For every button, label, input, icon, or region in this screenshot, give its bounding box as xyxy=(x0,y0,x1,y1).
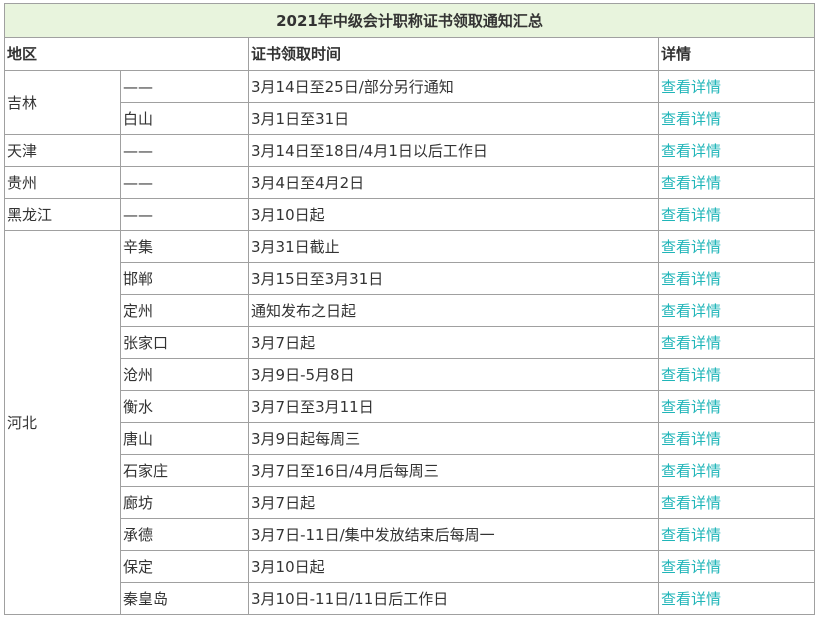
detail-cell: 查看详情 xyxy=(658,358,815,391)
detail-cell: 查看详情 xyxy=(658,422,815,455)
city-cell: 衡水 xyxy=(120,390,249,423)
table-row: 秦皇岛 3月10日-11日/11日后工作日 查看详情 xyxy=(5,582,815,615)
notice-table-container: 2021年中级会计职称证书领取通知汇总 地区 证书领取时间 详情 吉林 —— 3月1… xyxy=(4,3,815,615)
table-row: 廊坊 3月7日起 查看详情 xyxy=(5,486,815,519)
table-row: 定州 通知发布之日起 查看详情 xyxy=(5,294,815,327)
detail-cell: 查看详情 xyxy=(658,198,815,231)
header-detail: 详情 xyxy=(658,37,815,71)
detail-cell: 查看详情 xyxy=(658,134,815,167)
time-cell: 3月7日至16日/4月后每周三 xyxy=(248,454,659,487)
table-body: 2021年中级会计职称证书领取通知汇总 地区 证书领取时间 详情 吉林 —— 3月1… xyxy=(4,3,815,615)
certificate-notice-table: 2021年中级会计职称证书领取通知汇总 地区 证书领取时间 详情 吉林 —— 3月1… xyxy=(4,3,815,615)
time-cell: 3月7日-11日/集中发放结束后每周一 xyxy=(248,518,659,551)
city-cell: —— xyxy=(120,166,249,199)
view-details-link[interactable]: 查看详情 xyxy=(661,397,722,416)
header-time: 证书领取时间 xyxy=(248,37,659,71)
time-cell: 通知发布之日起 xyxy=(248,294,659,327)
table-row: 张家口 3月7日起 查看详情 xyxy=(5,326,815,359)
time-cell: 3月15日至3月31日 xyxy=(248,262,659,295)
city-cell: 白山 xyxy=(120,102,249,135)
table-row: 石家庄 3月7日至16日/4月后每周三 查看详情 xyxy=(5,454,815,487)
detail-cell: 查看详情 xyxy=(658,166,815,199)
city-cell: 定州 xyxy=(120,294,249,327)
detail-cell: 查看详情 xyxy=(658,390,815,423)
table-title: 2021年中级会计职称证书领取通知汇总 xyxy=(4,3,815,38)
city-cell: 承德 xyxy=(120,518,249,551)
time-cell: 3月7日至3月11日 xyxy=(248,390,659,423)
detail-cell: 查看详情 xyxy=(658,454,815,487)
detail-cell: 查看详情 xyxy=(658,550,815,583)
table-row: 邯郸 3月15日至3月31日 查看详情 xyxy=(5,262,815,295)
city-cell: 辛集 xyxy=(120,230,249,263)
city-cell: 石家庄 xyxy=(120,454,249,487)
view-details-link[interactable]: 查看详情 xyxy=(661,493,722,512)
view-details-link[interactable]: 查看详情 xyxy=(661,589,722,608)
view-details-link[interactable]: 查看详情 xyxy=(661,237,722,256)
detail-cell: 查看详情 xyxy=(658,326,815,359)
city-cell: 保定 xyxy=(120,550,249,583)
table-row: 衡水 3月7日至3月11日 查看详情 xyxy=(5,390,815,423)
view-details-link[interactable]: 查看详情 xyxy=(661,173,722,192)
province-cell: 河北 xyxy=(4,230,121,615)
header-region: 地区 xyxy=(4,37,249,71)
table-row: 吉林 —— 3月14日至25日/部分另行通知 查看详情 xyxy=(4,70,815,135)
view-details-link[interactable]: 查看详情 xyxy=(661,333,722,352)
table-row: 贵州 —— 3月4日至4月2日 查看详情 xyxy=(4,166,815,199)
time-cell: 3月10日起 xyxy=(248,550,659,583)
city-cell: —— xyxy=(120,134,249,167)
view-details-link[interactable]: 查看详情 xyxy=(661,77,722,96)
time-cell: 3月9日起每周三 xyxy=(248,422,659,455)
header-row: 地区 证书领取时间 详情 xyxy=(4,37,815,71)
table-row: 黑龙江 —— 3月10日起 查看详情 xyxy=(4,198,815,231)
view-details-link[interactable]: 查看详情 xyxy=(661,525,722,544)
detail-cell: 查看详情 xyxy=(658,294,815,327)
city-cell: 秦皇岛 xyxy=(120,582,249,615)
province-cell: 吉林 xyxy=(4,70,121,135)
detail-cell: 查看详情 xyxy=(658,518,815,551)
city-cell: 沧州 xyxy=(120,358,249,391)
view-details-link[interactable]: 查看详情 xyxy=(661,109,722,128)
view-details-link[interactable]: 查看详情 xyxy=(661,429,722,448)
time-cell: 3月31日截止 xyxy=(248,230,659,263)
table-row: 天津 —— 3月14日至18日/4月1日以后工作日 查看详情 xyxy=(4,134,815,167)
city-cell: 唐山 xyxy=(120,422,249,455)
table-row: 保定 3月10日起 查看详情 xyxy=(5,550,815,583)
city-cell: 邯郸 xyxy=(120,262,249,295)
view-details-link[interactable]: 查看详情 xyxy=(661,301,722,320)
detail-cell: 查看详情 xyxy=(658,486,815,519)
time-cell: 3月4日至4月2日 xyxy=(248,166,659,199)
table-row: 河北 辛集 3月31日截止 查看详情 xyxy=(4,230,815,615)
city-cell: 廊坊 xyxy=(120,486,249,519)
province-cell: 黑龙江 xyxy=(4,198,121,231)
title-row: 2021年中级会计职称证书领取通知汇总 xyxy=(4,3,815,38)
city-cell: —— xyxy=(120,198,249,231)
view-details-link[interactable]: 查看详情 xyxy=(661,205,722,224)
table-row: 唐山 3月9日起每周三 查看详情 xyxy=(5,422,815,455)
view-details-link[interactable]: 查看详情 xyxy=(661,557,722,576)
time-cell: 3月1日至31日 xyxy=(248,102,659,135)
detail-cell: 查看详情 xyxy=(658,262,815,295)
time-cell: 3月7日起 xyxy=(248,326,659,359)
detail-cell: 查看详情 xyxy=(658,70,815,103)
time-cell: 3月14日至25日/部分另行通知 xyxy=(248,70,659,103)
province-cell: 天津 xyxy=(4,134,121,167)
table-row: 沧州 3月9日-5月8日 查看详情 xyxy=(5,358,815,391)
view-details-link[interactable]: 查看详情 xyxy=(661,365,722,384)
table-row: 承德 3月7日-11日/集中发放结束后每周一 查看详情 xyxy=(5,518,815,551)
time-cell: 3月9日-5月8日 xyxy=(248,358,659,391)
view-details-link[interactable]: 查看详情 xyxy=(661,269,722,288)
detail-cell: 查看详情 xyxy=(658,582,815,615)
city-cell: —— xyxy=(120,70,249,103)
province-cell: 贵州 xyxy=(4,166,121,199)
table-row: 白山 3月1日至31日 查看详情 xyxy=(5,102,815,135)
view-details-link[interactable]: 查看详情 xyxy=(661,141,722,160)
detail-cell: 查看详情 xyxy=(658,102,815,135)
city-cell: 张家口 xyxy=(120,326,249,359)
time-cell: 3月10日起 xyxy=(248,198,659,231)
detail-cell: 查看详情 xyxy=(658,230,815,263)
time-cell: 3月7日起 xyxy=(248,486,659,519)
time-cell: 3月10日-11日/11日后工作日 xyxy=(248,582,659,615)
time-cell: 3月14日至18日/4月1日以后工作日 xyxy=(248,134,659,167)
view-details-link[interactable]: 查看详情 xyxy=(661,461,722,480)
